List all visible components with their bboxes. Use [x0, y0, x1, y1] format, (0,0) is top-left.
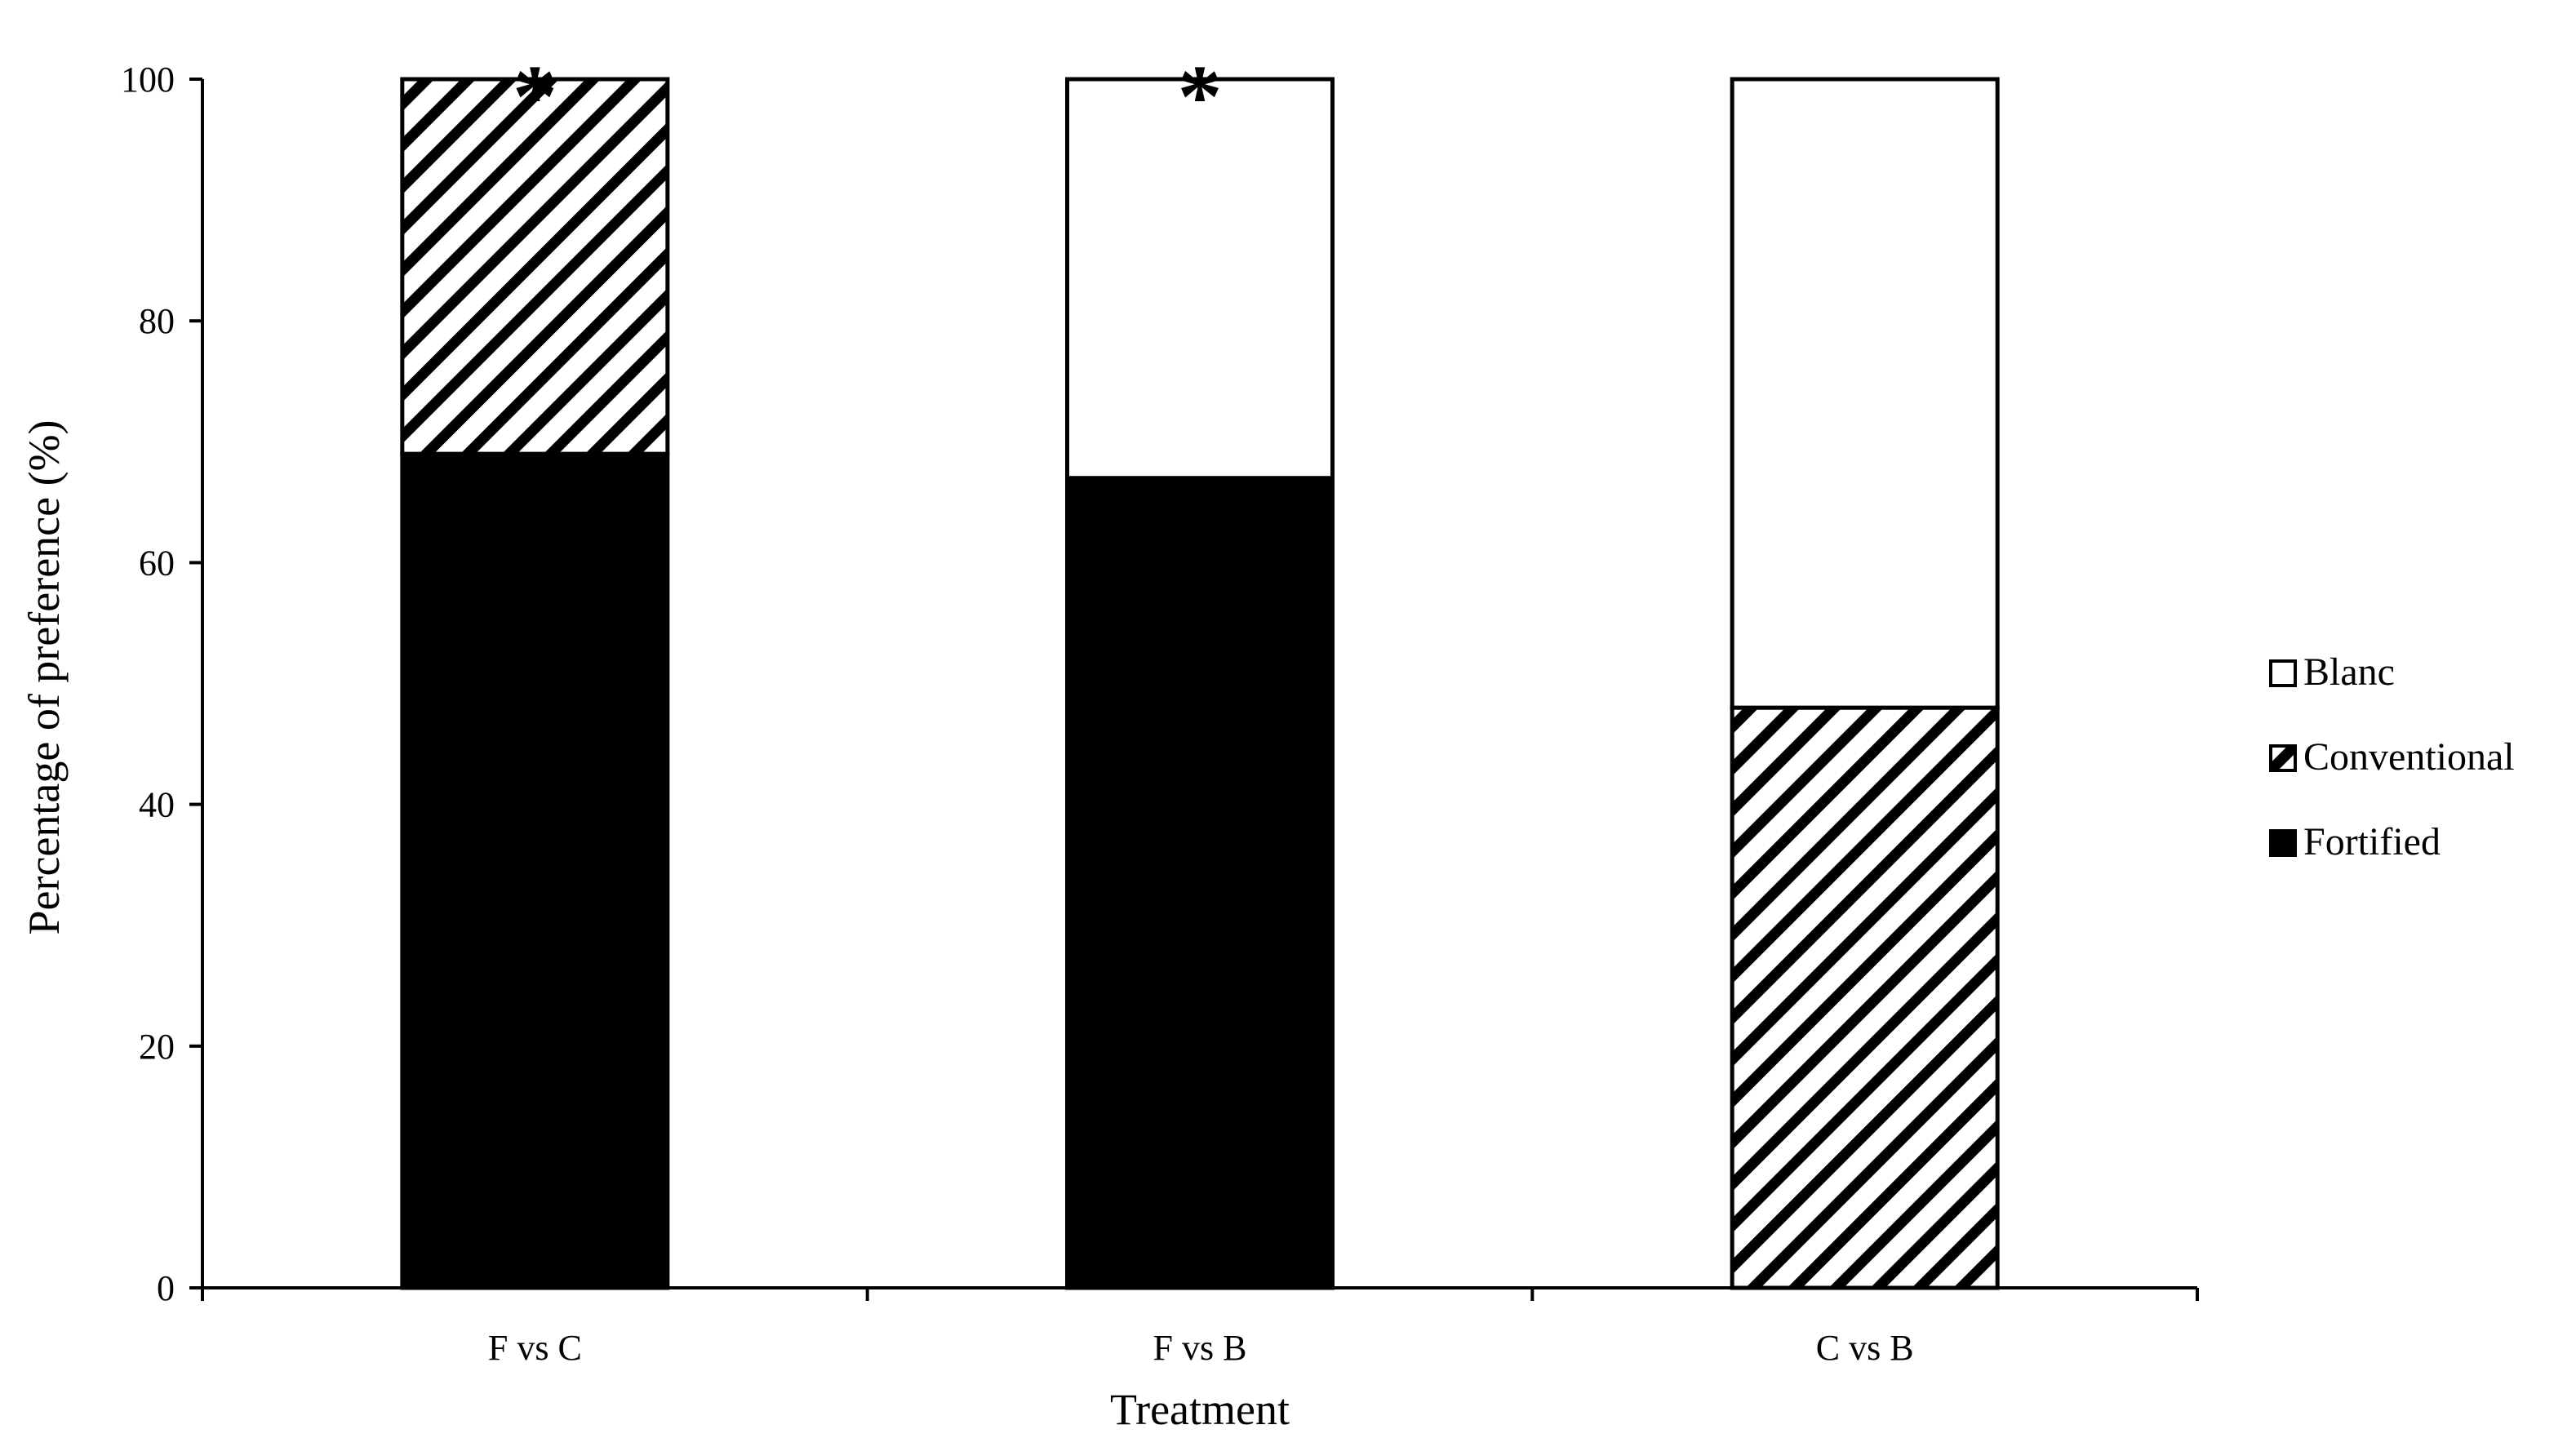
legend-label-blanc: Blanc: [2303, 650, 2395, 694]
legend-label-conventional: Conventional: [2303, 735, 2515, 779]
bar-segment-fortified-1: [400, 451, 670, 1290]
bar-segment-fortified-2: [1065, 476, 1335, 1290]
legend: Blanc Conventional Fortified: [2269, 650, 2515, 863]
legend-swatch-conventional: [2269, 744, 2297, 772]
legend-label-fortified: Fortified: [2303, 820, 2441, 863]
y-tick-label: 0: [157, 1268, 175, 1308]
x-tick-label: C vs B: [1816, 1328, 1914, 1368]
y-tick-label: 60: [139, 543, 175, 583]
legend-swatch-fortified: [2269, 829, 2297, 857]
plot-area: F vs C * F vs B * C vs B 0 20 40 60 80 100: [121, 47, 2199, 1368]
x-tick-label: F vs C: [488, 1328, 582, 1368]
x-axis-title: Treatment: [1110, 1385, 1290, 1434]
bar-segment-blanc-3: [1730, 77, 2000, 710]
legend-swatch-blanc: [2269, 659, 2297, 687]
y-tick-label: 100: [121, 60, 175, 100]
bar-segment-blanc-2: [1065, 77, 1335, 481]
bar-segment-conventional-3: [1730, 705, 2000, 1290]
significance-marker: *: [513, 47, 557, 146]
bar-segment-conventional-1: [400, 77, 670, 456]
y-axis-title: Percentage of preference (%): [20, 419, 69, 934]
y-tick-label: 80: [139, 301, 175, 341]
x-tick-label: F vs B: [1153, 1328, 1247, 1368]
significance-marker: *: [1178, 47, 1223, 146]
y-tick-label: 20: [139, 1027, 175, 1067]
y-tick-label: 40: [139, 785, 175, 825]
